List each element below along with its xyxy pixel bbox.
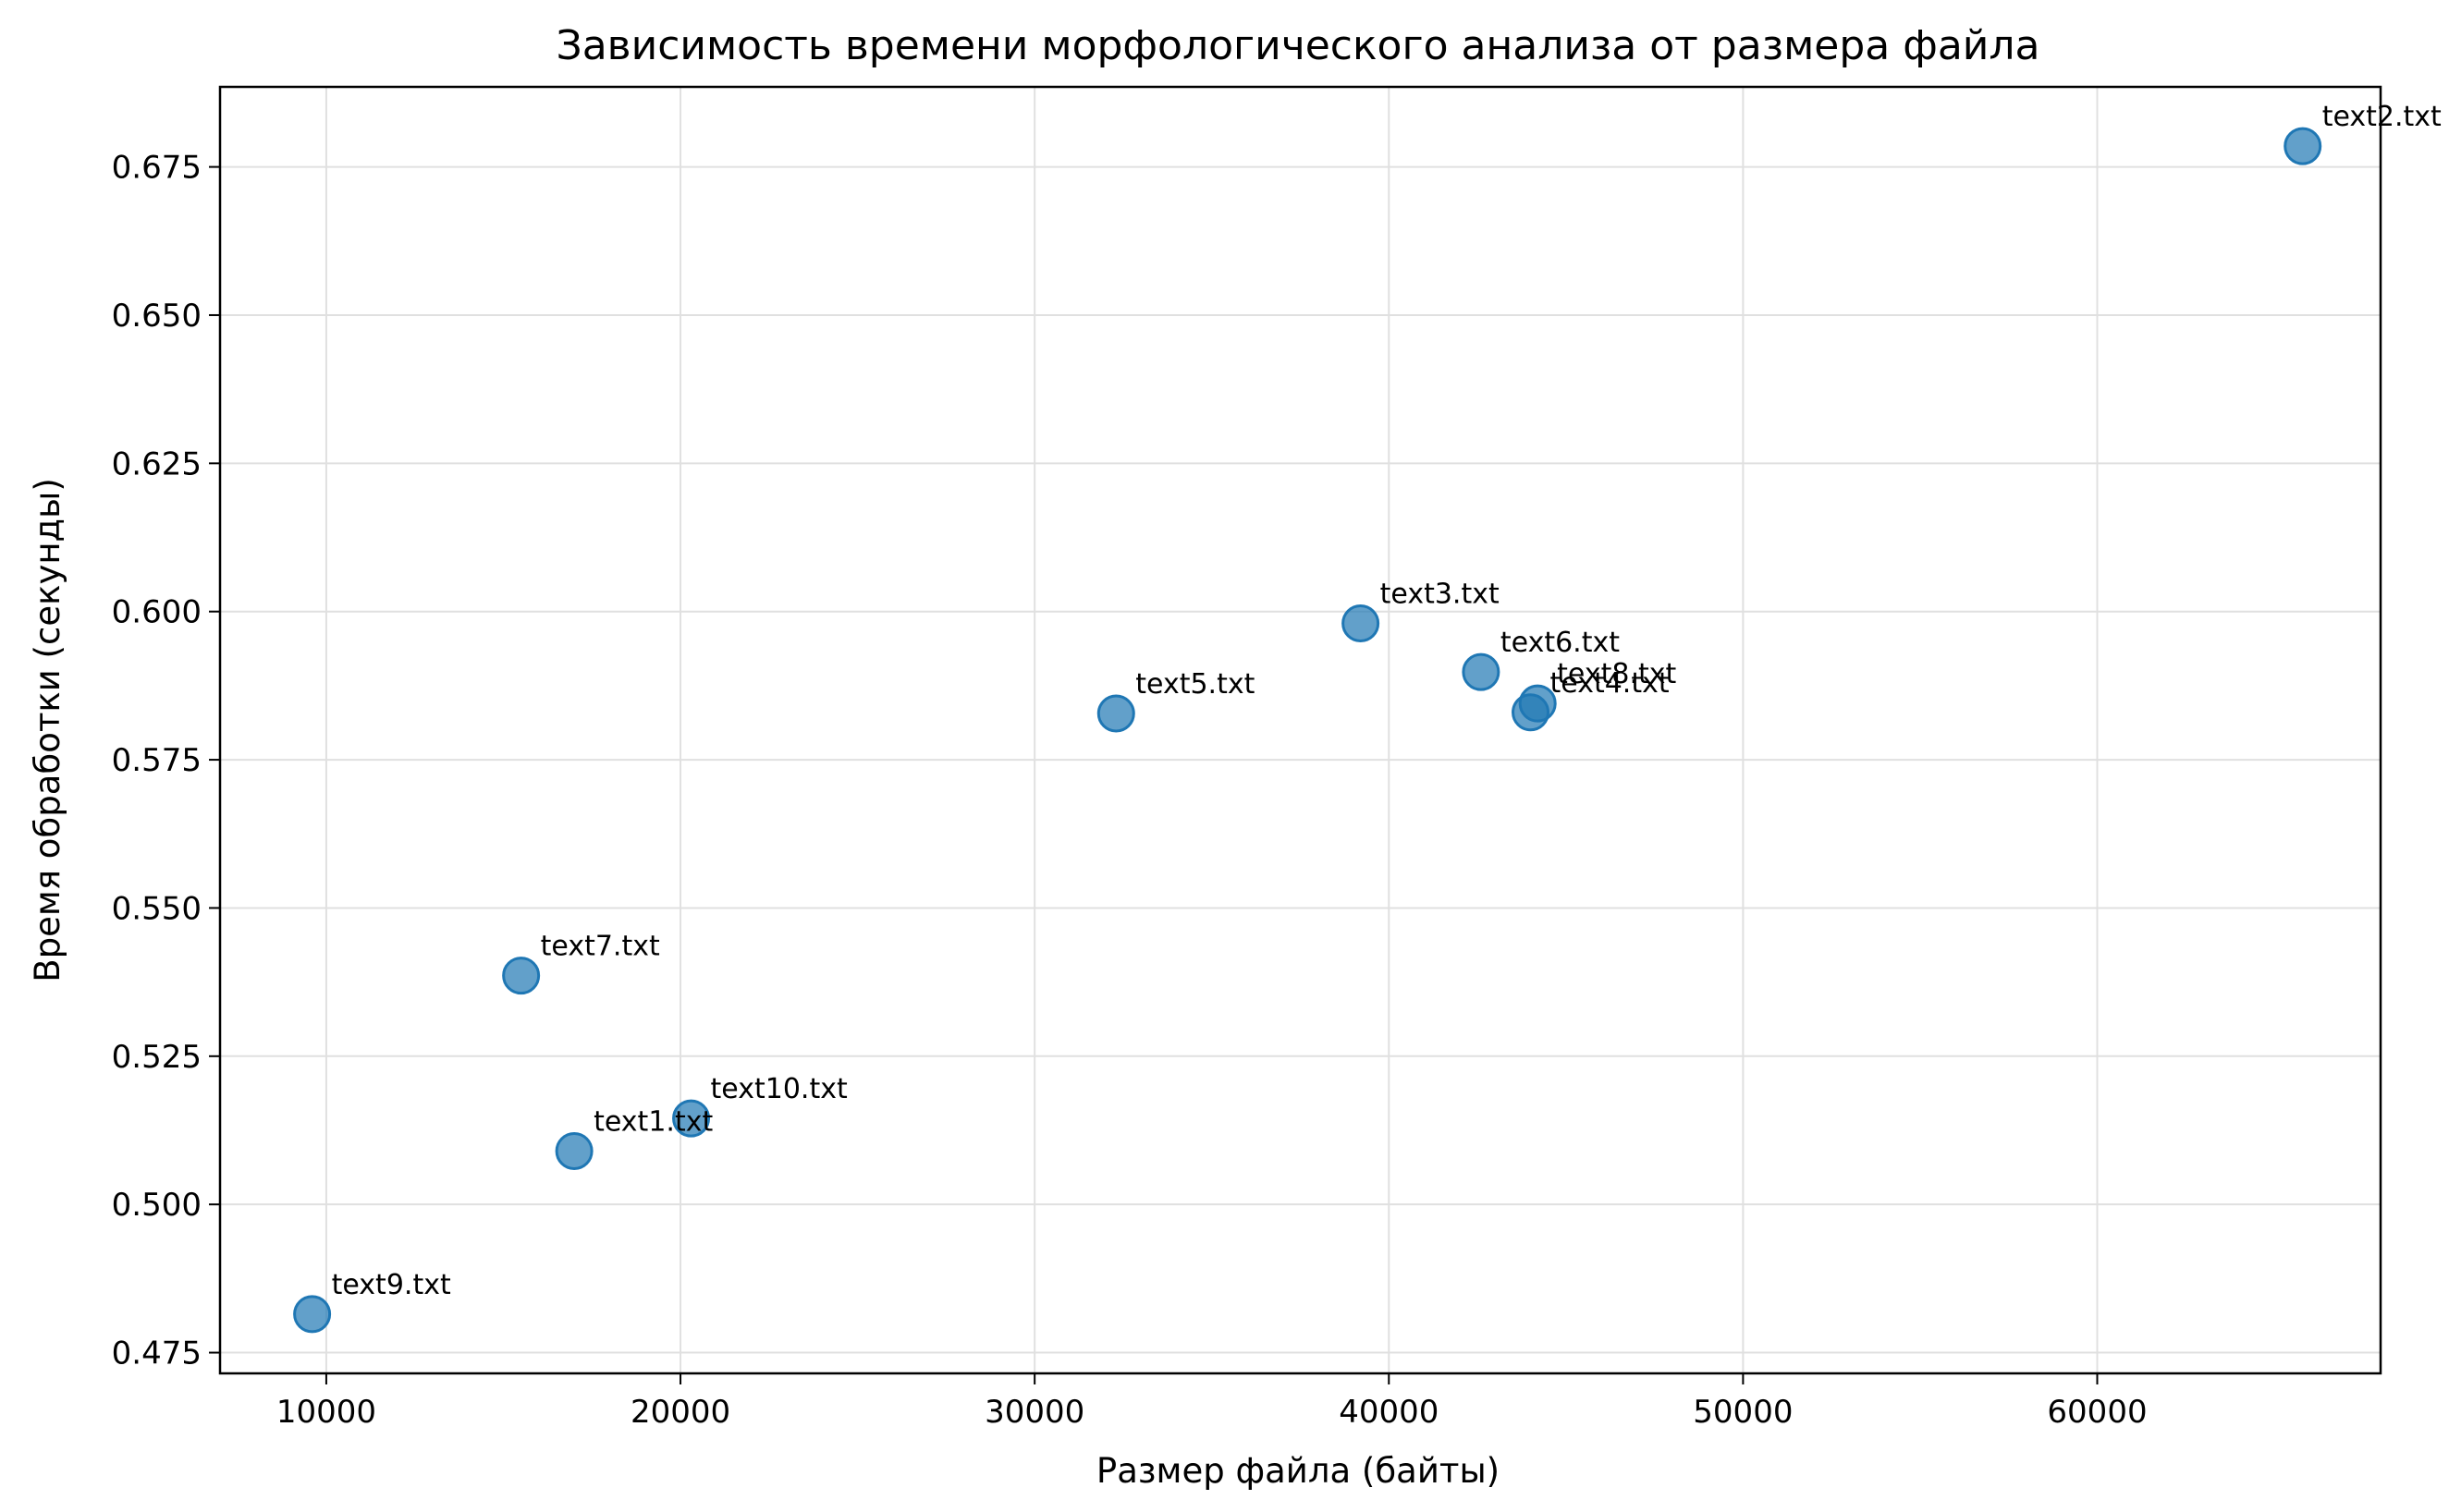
data-point <box>1096 694 1135 733</box>
data-point <box>672 1099 711 1138</box>
point-label: text7.txt <box>541 931 660 963</box>
x-axis-label: Размер файла (байты) <box>1096 1451 1500 1491</box>
x-tick-label: 30000 <box>985 1394 1084 1431</box>
point-label: text10.txt <box>711 1073 848 1105</box>
x-axis-ticks: 10000 20000 30000 40000 50000 60000 <box>276 1373 2148 1431</box>
y-tick-label: 0.500 <box>112 1187 202 1224</box>
point-labels: text1.txttext2.txttext3.txttext4.txttext… <box>332 101 2442 1301</box>
y-tick-label: 0.475 <box>112 1335 202 1372</box>
data-point <box>1341 604 1380 643</box>
data-point <box>555 1131 594 1170</box>
point-label: text5.txt <box>1135 668 1255 701</box>
plot-frame <box>218 85 2382 1375</box>
data-point <box>1462 652 1500 691</box>
y-tick-label: 0.575 <box>112 742 202 779</box>
y-tick-label: 0.550 <box>112 890 202 927</box>
point-label: text9.txt <box>332 1269 451 1301</box>
y-tick-label: 0.675 <box>112 150 202 187</box>
data-point <box>1518 684 1557 723</box>
y-tick-label: 0.525 <box>112 1039 202 1076</box>
point-label: text8.txt <box>1557 658 1676 690</box>
x-tick-label: 40000 <box>1339 1394 1439 1431</box>
grid <box>220 87 2381 1373</box>
data-points <box>293 127 2322 1334</box>
y-tick-label: 0.600 <box>112 594 202 631</box>
point-label: text1.txt <box>594 1105 713 1138</box>
x-tick-label: 50000 <box>1693 1394 1793 1431</box>
point-label: text2.txt <box>2322 101 2442 133</box>
y-tick-label: 0.650 <box>112 298 202 335</box>
chart-title: Зависимость времени морфологического ана… <box>557 22 2040 69</box>
data-point <box>502 957 541 995</box>
y-tick-label: 0.625 <box>112 445 202 482</box>
x-tick-label: 10000 <box>276 1394 376 1431</box>
point-label: text3.txt <box>1380 579 1500 611</box>
data-point <box>2284 127 2322 165</box>
x-tick-label: 60000 <box>2047 1394 2147 1431</box>
data-point <box>293 1295 332 1334</box>
y-axis-label: Время обработки (секунды) <box>28 478 67 982</box>
point-label: text4.txt <box>1550 667 1670 700</box>
point-label: text6.txt <box>1500 627 1620 659</box>
x-tick-label: 20000 <box>631 1394 730 1431</box>
y-axis-ticks: 0.475 0.500 0.525 0.550 0.575 0.600 0.625 0.650… <box>112 150 220 1372</box>
